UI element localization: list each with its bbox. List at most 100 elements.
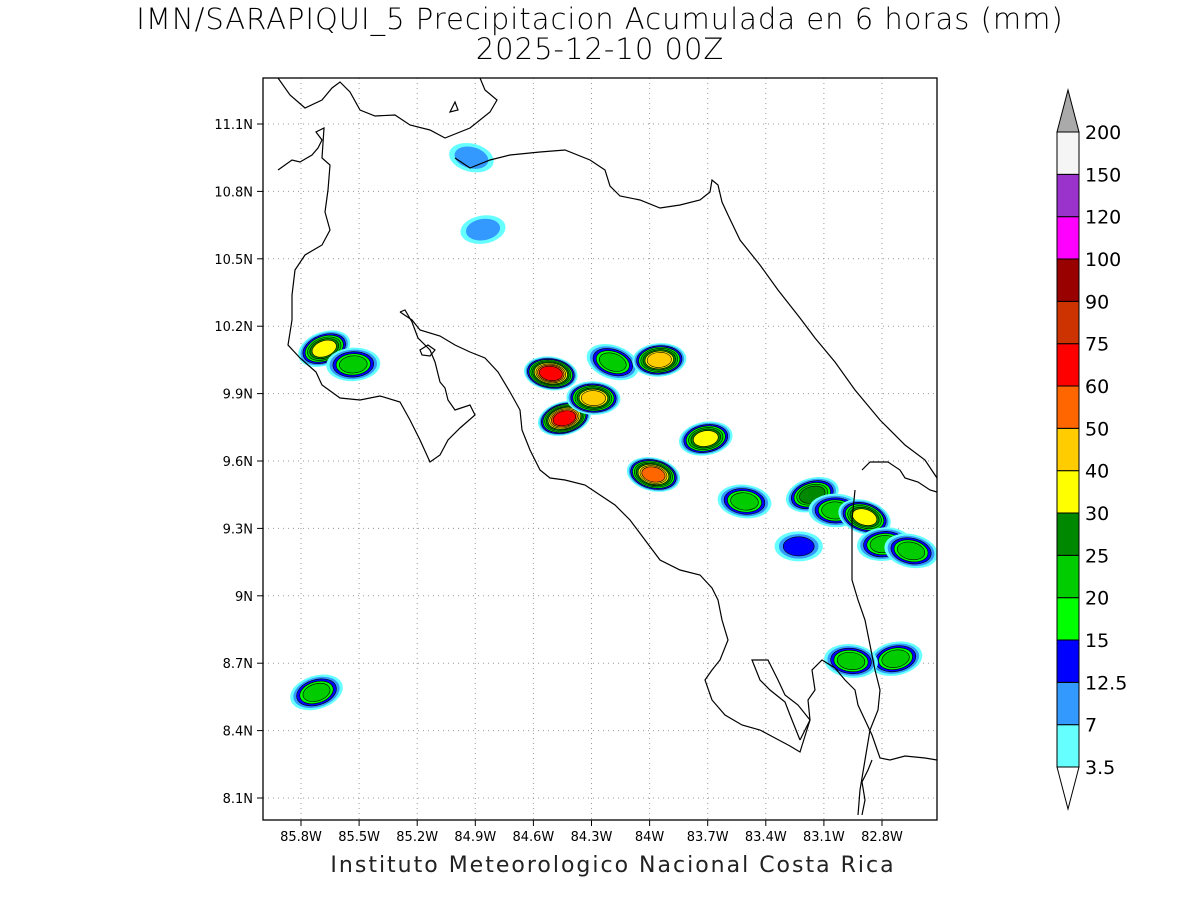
lon-tick-label: 84.3W bbox=[571, 830, 613, 845]
colorbar-label: 3.5 bbox=[1085, 757, 1115, 779]
colorbar-label: 40 bbox=[1085, 461, 1109, 483]
map-title: IMN/SARAPIQUI_5 Precipitacion Acumulada … bbox=[136, 2, 1064, 36]
colorbar-swatch-75 bbox=[1056, 300, 1080, 345]
colorbar-swatch-100 bbox=[1056, 216, 1080, 260]
precip-cell bbox=[824, 644, 878, 678]
precip-contour-20 bbox=[897, 541, 926, 561]
lat-tick-label: 9N bbox=[235, 590, 253, 605]
precip-cell bbox=[717, 484, 772, 519]
precip-cell bbox=[523, 356, 578, 391]
colorbar-swatch-7 bbox=[1056, 681, 1080, 726]
precip-cell bbox=[884, 533, 937, 569]
precip-contour-7 bbox=[465, 218, 501, 241]
precip-cell bbox=[290, 674, 343, 711]
colorbar-swatch-25 bbox=[1056, 512, 1080, 556]
coastlines bbox=[277, 78, 937, 816]
lon-tick-label: 83.4W bbox=[745, 830, 787, 845]
north-coast-nicaragua bbox=[277, 78, 498, 139]
burica-coast bbox=[861, 759, 873, 816]
colorbar-label: 7 bbox=[1085, 715, 1097, 737]
precip-cell bbox=[460, 215, 506, 244]
colorbar-label: 150 bbox=[1085, 164, 1121, 186]
lon-tick-label: 83.1W bbox=[803, 830, 845, 845]
latitude-axis: 11.1N 10.8N 10.5N 10.2N 9.9N 9.6N 9.3N 9N 8.7N 8.… bbox=[214, 118, 263, 807]
lat-tick-label: 10.5N bbox=[214, 253, 253, 268]
precip-contour-40 bbox=[580, 390, 606, 406]
bocas-coast bbox=[861, 461, 937, 493]
osa-coast bbox=[799, 659, 937, 761]
precip-contour-20 bbox=[302, 682, 331, 702]
precip-cell bbox=[566, 381, 621, 415]
lat-tick-label: 10.2N bbox=[214, 320, 253, 335]
precip-contour-20 bbox=[881, 649, 910, 668]
precip-contour-20 bbox=[730, 492, 759, 511]
lat-tick-label: 9.6N bbox=[223, 455, 253, 470]
colorbar-label: 200 bbox=[1085, 122, 1121, 144]
colorbar-swatch-50 bbox=[1056, 385, 1080, 429]
panama-border bbox=[851, 489, 881, 816]
lat-tick-label: 9.9N bbox=[223, 388, 253, 403]
precip-cell bbox=[326, 347, 381, 382]
precip-contour-30 bbox=[311, 339, 337, 358]
lat-tick-label: 11.1N bbox=[214, 118, 253, 133]
precip-contour-20 bbox=[599, 352, 627, 372]
precip-contour-30 bbox=[692, 430, 719, 447]
colorbar-label: 90 bbox=[1085, 291, 1109, 313]
precip-contour-20 bbox=[836, 651, 866, 670]
island-shape bbox=[419, 344, 436, 357]
colorbar-swatch-90 bbox=[1056, 258, 1080, 302]
lat-tick-label: 8.1N bbox=[223, 792, 253, 807]
caribbean-coast bbox=[454, 149, 937, 479]
colorbar-swatch-15 bbox=[1056, 597, 1080, 641]
colorbar-label: 25 bbox=[1085, 545, 1109, 567]
lat-tick-label: 10.8N bbox=[214, 185, 253, 200]
colorbar-swatch-40 bbox=[1056, 427, 1080, 472]
colorbar-top-arrow bbox=[1056, 88, 1080, 133]
colorbar-label: 75 bbox=[1085, 334, 1109, 356]
lon-tick-label: 82.8W bbox=[861, 830, 903, 845]
colorbar-label: 12.5 bbox=[1085, 672, 1127, 694]
colorbar-swatch-20 bbox=[1056, 554, 1080, 599]
lon-tick-label: 85.2W bbox=[396, 830, 438, 845]
colorbar: 3.5 7 12.5 15 20 25 30 40 50 60 75 90 100 120 150 200 bbox=[1056, 88, 1127, 811]
colorbar-swatch-3-5 bbox=[1056, 724, 1080, 768]
precip-cell bbox=[868, 641, 923, 676]
pacific-coast-south bbox=[399, 311, 811, 753]
lon-tick-label: 84.9W bbox=[454, 830, 496, 845]
precip-contour-40 bbox=[646, 352, 672, 368]
precip-cell bbox=[586, 344, 639, 381]
precip-contour-60 bbox=[552, 410, 577, 427]
colorbar-label: 15 bbox=[1085, 630, 1109, 652]
colorbar-bottom-arrow bbox=[1056, 766, 1080, 811]
precip-cell bbox=[679, 421, 733, 456]
colorbar-label: 30 bbox=[1085, 503, 1109, 525]
colorbar-label: 120 bbox=[1085, 207, 1121, 229]
colorbar-label: 20 bbox=[1085, 588, 1109, 610]
map-date: 2025-12-10 00Z bbox=[475, 32, 725, 66]
colorbar-swatch-60 bbox=[1056, 343, 1080, 387]
longitude-axis: 85.8W 85.5W 85.2W 84.9W 84.6W 84.3W 84W 83.7W 83… bbox=[280, 820, 903, 845]
precip-cell bbox=[774, 531, 823, 562]
precip-contour-20 bbox=[339, 355, 368, 374]
lon-tick-label: 83.7W bbox=[687, 830, 729, 845]
precip-contour-50 bbox=[641, 466, 666, 483]
lon-tick-label: 85.5W bbox=[338, 830, 380, 845]
plot-frame bbox=[262, 77, 938, 821]
precip-contour-12-5 bbox=[782, 536, 815, 557]
lat-tick-label: 8.4N bbox=[223, 725, 253, 740]
colorbar-label: 100 bbox=[1085, 249, 1121, 271]
lon-tick-label: 85.8W bbox=[280, 830, 322, 845]
lake-island bbox=[448, 100, 459, 113]
institution-credit: Instituto Meteorologico Nacional Costa R… bbox=[330, 853, 896, 878]
precip-cell bbox=[626, 457, 681, 492]
colorbar-swatch-150 bbox=[1056, 131, 1080, 175]
lon-tick-label: 84W bbox=[635, 830, 665, 845]
colorbar-swatch-120 bbox=[1056, 173, 1080, 218]
lat-tick-label: 8.7N bbox=[223, 657, 253, 672]
plot-area bbox=[263, 78, 937, 820]
precipitation-field bbox=[290, 142, 937, 711]
colorbar-label: 50 bbox=[1085, 418, 1109, 440]
lat-tick-label: 9.3N bbox=[223, 522, 253, 537]
colorbar-swatch-12-5 bbox=[1056, 639, 1080, 683]
